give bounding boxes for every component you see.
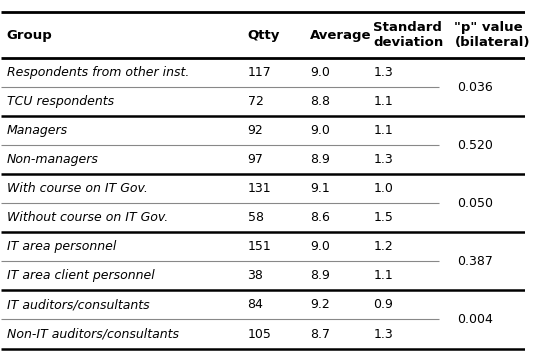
Text: 8.9: 8.9 xyxy=(311,270,330,282)
Text: IT area personnel: IT area personnel xyxy=(7,240,116,253)
Text: Average: Average xyxy=(311,29,372,41)
Text: 0.9: 0.9 xyxy=(373,298,393,311)
Text: 9.1: 9.1 xyxy=(311,182,330,195)
Text: 151: 151 xyxy=(247,240,271,253)
Text: IT auditors/consultants: IT auditors/consultants xyxy=(7,298,149,311)
Text: Qtty: Qtty xyxy=(247,29,280,41)
Text: 131: 131 xyxy=(247,182,271,195)
Text: Group: Group xyxy=(7,29,52,41)
Text: 8.9: 8.9 xyxy=(311,153,330,166)
Text: 1.1: 1.1 xyxy=(373,95,393,108)
Text: 0.520: 0.520 xyxy=(457,139,493,152)
Text: Non-managers: Non-managers xyxy=(7,153,99,166)
Text: 1.0: 1.0 xyxy=(373,182,393,195)
Text: 1.3: 1.3 xyxy=(373,66,393,79)
Text: TCU respondents: TCU respondents xyxy=(7,95,114,108)
Text: 9.0: 9.0 xyxy=(311,124,330,137)
Text: Respondents from other inst.: Respondents from other inst. xyxy=(7,66,189,79)
Text: 58: 58 xyxy=(247,211,264,224)
Text: 105: 105 xyxy=(247,327,271,341)
Text: 9.0: 9.0 xyxy=(311,240,330,253)
Text: 97: 97 xyxy=(247,153,263,166)
Text: 1.1: 1.1 xyxy=(373,270,393,282)
Text: 8.8: 8.8 xyxy=(311,95,330,108)
Text: 92: 92 xyxy=(247,124,263,137)
Text: Non-IT auditors/consultants: Non-IT auditors/consultants xyxy=(7,327,179,341)
Text: 1.3: 1.3 xyxy=(373,153,393,166)
Text: IT area client personnel: IT area client personnel xyxy=(7,270,154,282)
Text: 9.0: 9.0 xyxy=(311,66,330,79)
Text: 1.1: 1.1 xyxy=(373,124,393,137)
Text: "p" value
(bilateral): "p" value (bilateral) xyxy=(455,21,530,49)
Text: 84: 84 xyxy=(247,298,263,311)
Text: 1.2: 1.2 xyxy=(373,240,393,253)
Text: 1.3: 1.3 xyxy=(373,327,393,341)
Text: Without course on IT Gov.: Without course on IT Gov. xyxy=(7,211,168,224)
Text: 8.6: 8.6 xyxy=(311,211,330,224)
Text: 1.5: 1.5 xyxy=(373,211,393,224)
Text: With course on IT Gov.: With course on IT Gov. xyxy=(7,182,148,195)
Text: 8.7: 8.7 xyxy=(311,327,330,341)
Text: 0.004: 0.004 xyxy=(457,313,493,326)
Text: 0.387: 0.387 xyxy=(457,255,493,268)
Text: Standard
deviation: Standard deviation xyxy=(373,21,444,49)
Text: 9.2: 9.2 xyxy=(311,298,330,311)
Text: 38: 38 xyxy=(247,270,263,282)
Text: 117: 117 xyxy=(247,66,271,79)
Text: 72: 72 xyxy=(247,95,263,108)
Text: Managers: Managers xyxy=(7,124,68,137)
Text: 0.036: 0.036 xyxy=(457,81,493,94)
Text: 0.050: 0.050 xyxy=(457,197,493,210)
